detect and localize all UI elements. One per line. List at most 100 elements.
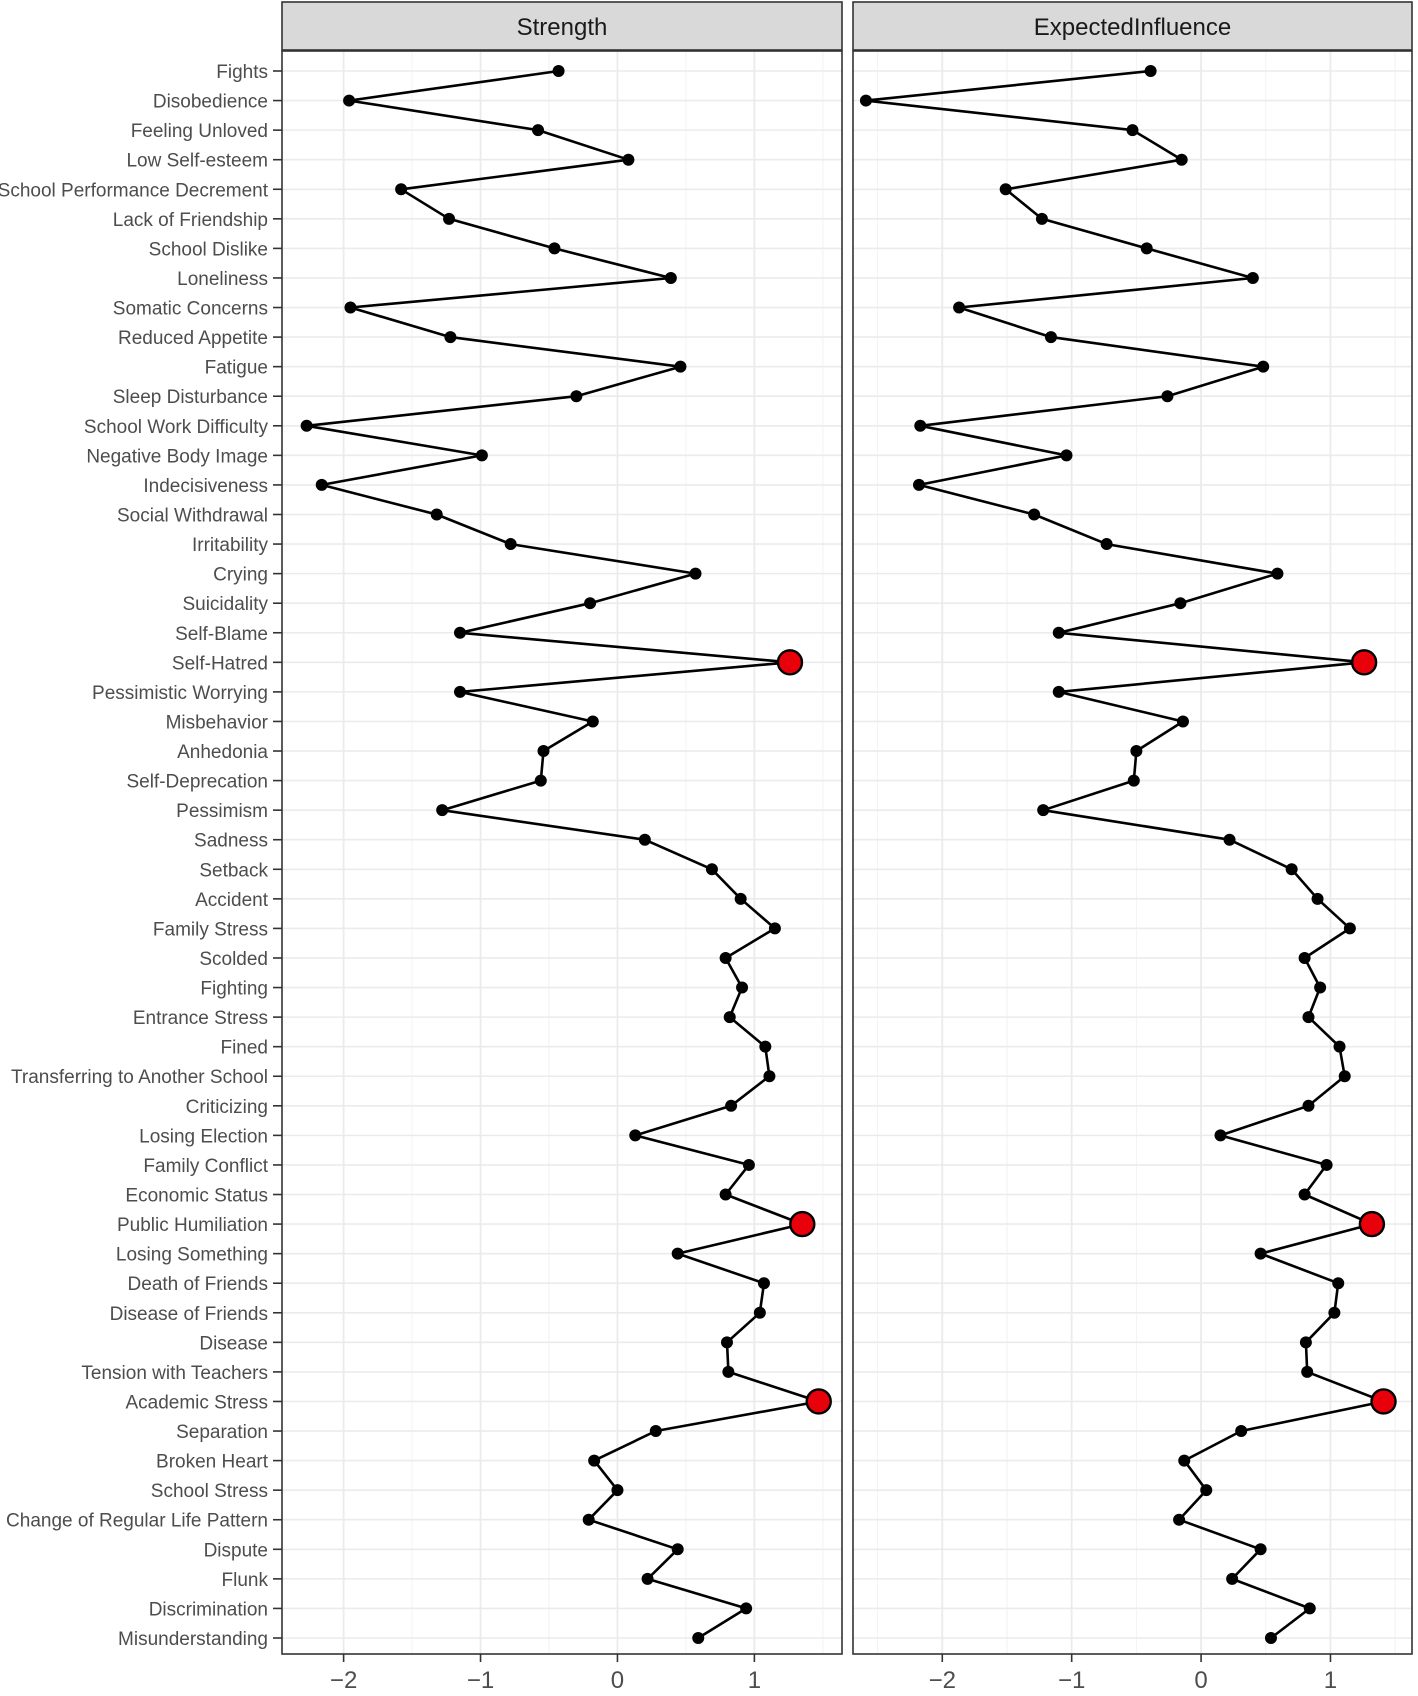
point-disobedience [859, 94, 872, 107]
x-tick-label: −1 [1058, 1667, 1085, 1694]
point-fighting [1314, 981, 1327, 994]
point-negative-body-image [475, 449, 488, 462]
y-tick-label-pessimism: Pessimism [176, 801, 268, 822]
panel-border [852, 50, 1413, 1655]
y-tick-label-pessimistic-worrying: Pessimistic Worrying [92, 683, 268, 704]
y-tick-label-negative-body-image: Negative Body Image [86, 446, 268, 467]
point-family-conflict [742, 1158, 755, 1171]
point-disobedience [343, 94, 356, 107]
point-sleep-disturbance [1161, 390, 1174, 403]
point-losing-something [671, 1247, 684, 1260]
y-tick-label-indecisiveness: Indecisiveness [143, 476, 268, 497]
point-tension-with-teachers [1301, 1365, 1314, 1378]
point-entrance-stress [723, 1011, 736, 1024]
y-tick-label-reduced-appetite: Reduced Appetite [118, 328, 268, 349]
y-tick-label-disease: Disease [199, 1333, 268, 1354]
point-economic-status [1298, 1188, 1311, 1201]
y-tick-label-broken-heart: Broken Heart [156, 1452, 269, 1473]
point-self-blame [1052, 626, 1065, 639]
point-self-deprecation [1127, 774, 1140, 787]
point-indecisiveness [912, 478, 925, 491]
point-social-withdrawal [1028, 508, 1041, 521]
y-tick-label-lack-of-friendship: Lack of Friendship [113, 210, 268, 231]
point-loneliness [664, 271, 677, 284]
x-tick-label: 0 [1194, 1667, 1207, 1694]
point-criticizing [1302, 1099, 1315, 1112]
y-tick-label-loneliness: Loneliness [177, 269, 268, 290]
point-school-work-difficulty [914, 419, 927, 432]
y-tick-label-feeling-unloved: Feeling Unloved [131, 121, 268, 142]
point-dispute [1254, 1543, 1267, 1556]
point-disease-of-friends [753, 1306, 766, 1319]
y-tick-label-losing-election: Losing Election [139, 1126, 268, 1147]
point-death-of-friends [1332, 1277, 1345, 1290]
point-death-of-friends [757, 1277, 770, 1290]
x-tick-label: 1 [748, 1667, 761, 1694]
strip-header [852, 1, 1413, 51]
point-misunderstanding [692, 1632, 705, 1644]
y-tick-label-disobedience: Disobedience [153, 92, 268, 113]
y-tick-label-family-stress: Family Stress [153, 919, 268, 940]
point-fights [1144, 65, 1157, 77]
point-family-stress [1343, 922, 1356, 935]
point-misbehavior [1176, 715, 1189, 728]
plot-background [282, 51, 842, 1654]
y-tick-label-transferring-to-another-school: Transferring to Another School [11, 1067, 268, 1088]
x-tick-label: 1 [1324, 1667, 1337, 1694]
point-setback [1285, 863, 1298, 876]
point-low-self-esteem [622, 153, 635, 166]
point-family-stress [768, 922, 781, 935]
highlight-point-public-humiliation [789, 1210, 816, 1238]
point-losing-something [1254, 1247, 1267, 1260]
y-tick-label-misbehavior: Misbehavior [166, 712, 269, 733]
point-crying [1271, 567, 1284, 580]
point-fighting [736, 981, 749, 994]
point-family-conflict [1320, 1158, 1333, 1171]
point-school-performance-decrement [395, 183, 408, 196]
y-tick-label-low-self-esteem: Low Self-esteem [126, 151, 268, 172]
point-fatigue [674, 360, 687, 373]
x-tick-label: 0 [611, 1667, 624, 1694]
point-school-stress [611, 1484, 624, 1497]
point-reduced-appetite [444, 331, 457, 344]
point-setback [705, 863, 718, 876]
point-scolded [719, 951, 732, 964]
y-tick-label-sadness: Sadness [194, 831, 268, 852]
y-tick-label-losing-something: Losing Something [116, 1245, 268, 1266]
point-suicidality [584, 597, 597, 610]
y-tick-label-family-conflict: Family Conflict [143, 1156, 268, 1177]
point-self-deprecation [534, 774, 547, 787]
point-loneliness [1246, 271, 1259, 284]
point-separation [1235, 1425, 1248, 1438]
x-tick-label: −2 [330, 1667, 357, 1694]
highlight-point-self-hatred [1350, 649, 1378, 676]
y-tick-label-setback: Setback [199, 860, 268, 881]
y-tick-label-sleep-disturbance: Sleep Disturbance [113, 387, 268, 408]
series-line [864, 69, 1385, 1640]
point-school-stress [1200, 1484, 1213, 1497]
point-fatigue [1257, 360, 1270, 373]
y-tick-label-death-of-friends: Death of Friends [128, 1274, 268, 1295]
point-sleep-disturbance [570, 390, 583, 403]
point-change-of-regular-life-pattern [582, 1513, 595, 1526]
point-suicidality [1174, 597, 1187, 610]
highlight-point-public-humiliation [1358, 1210, 1386, 1238]
point-broken-heart [588, 1454, 601, 1467]
y-tick-label-flunk: Flunk [222, 1570, 269, 1591]
point-social-withdrawal [430, 508, 443, 521]
point-transferring-to-another-school [1338, 1070, 1351, 1083]
point-losing-election [629, 1129, 642, 1142]
y-tick-label-disease-of-friends: Disease of Friends [110, 1304, 268, 1325]
point-disease [720, 1336, 733, 1349]
y-tick-label-self-hatred: Self-Hatred [172, 653, 268, 674]
point-anhedonia [1130, 745, 1143, 758]
y-tick-label-somatic-concerns: Somatic Concerns [113, 299, 268, 320]
point-pessimistic-worrying [1052, 685, 1065, 698]
panel-title: ExpectedInfluence [1034, 14, 1231, 41]
point-school-dislike [548, 242, 561, 255]
y-tick-label-scolded: Scolded [199, 949, 268, 970]
point-somatic-concerns [953, 301, 966, 314]
point-irritability [1100, 538, 1113, 551]
y-tick-label-change-of-regular-life-pattern: Change of Regular Life Pattern [6, 1511, 268, 1532]
